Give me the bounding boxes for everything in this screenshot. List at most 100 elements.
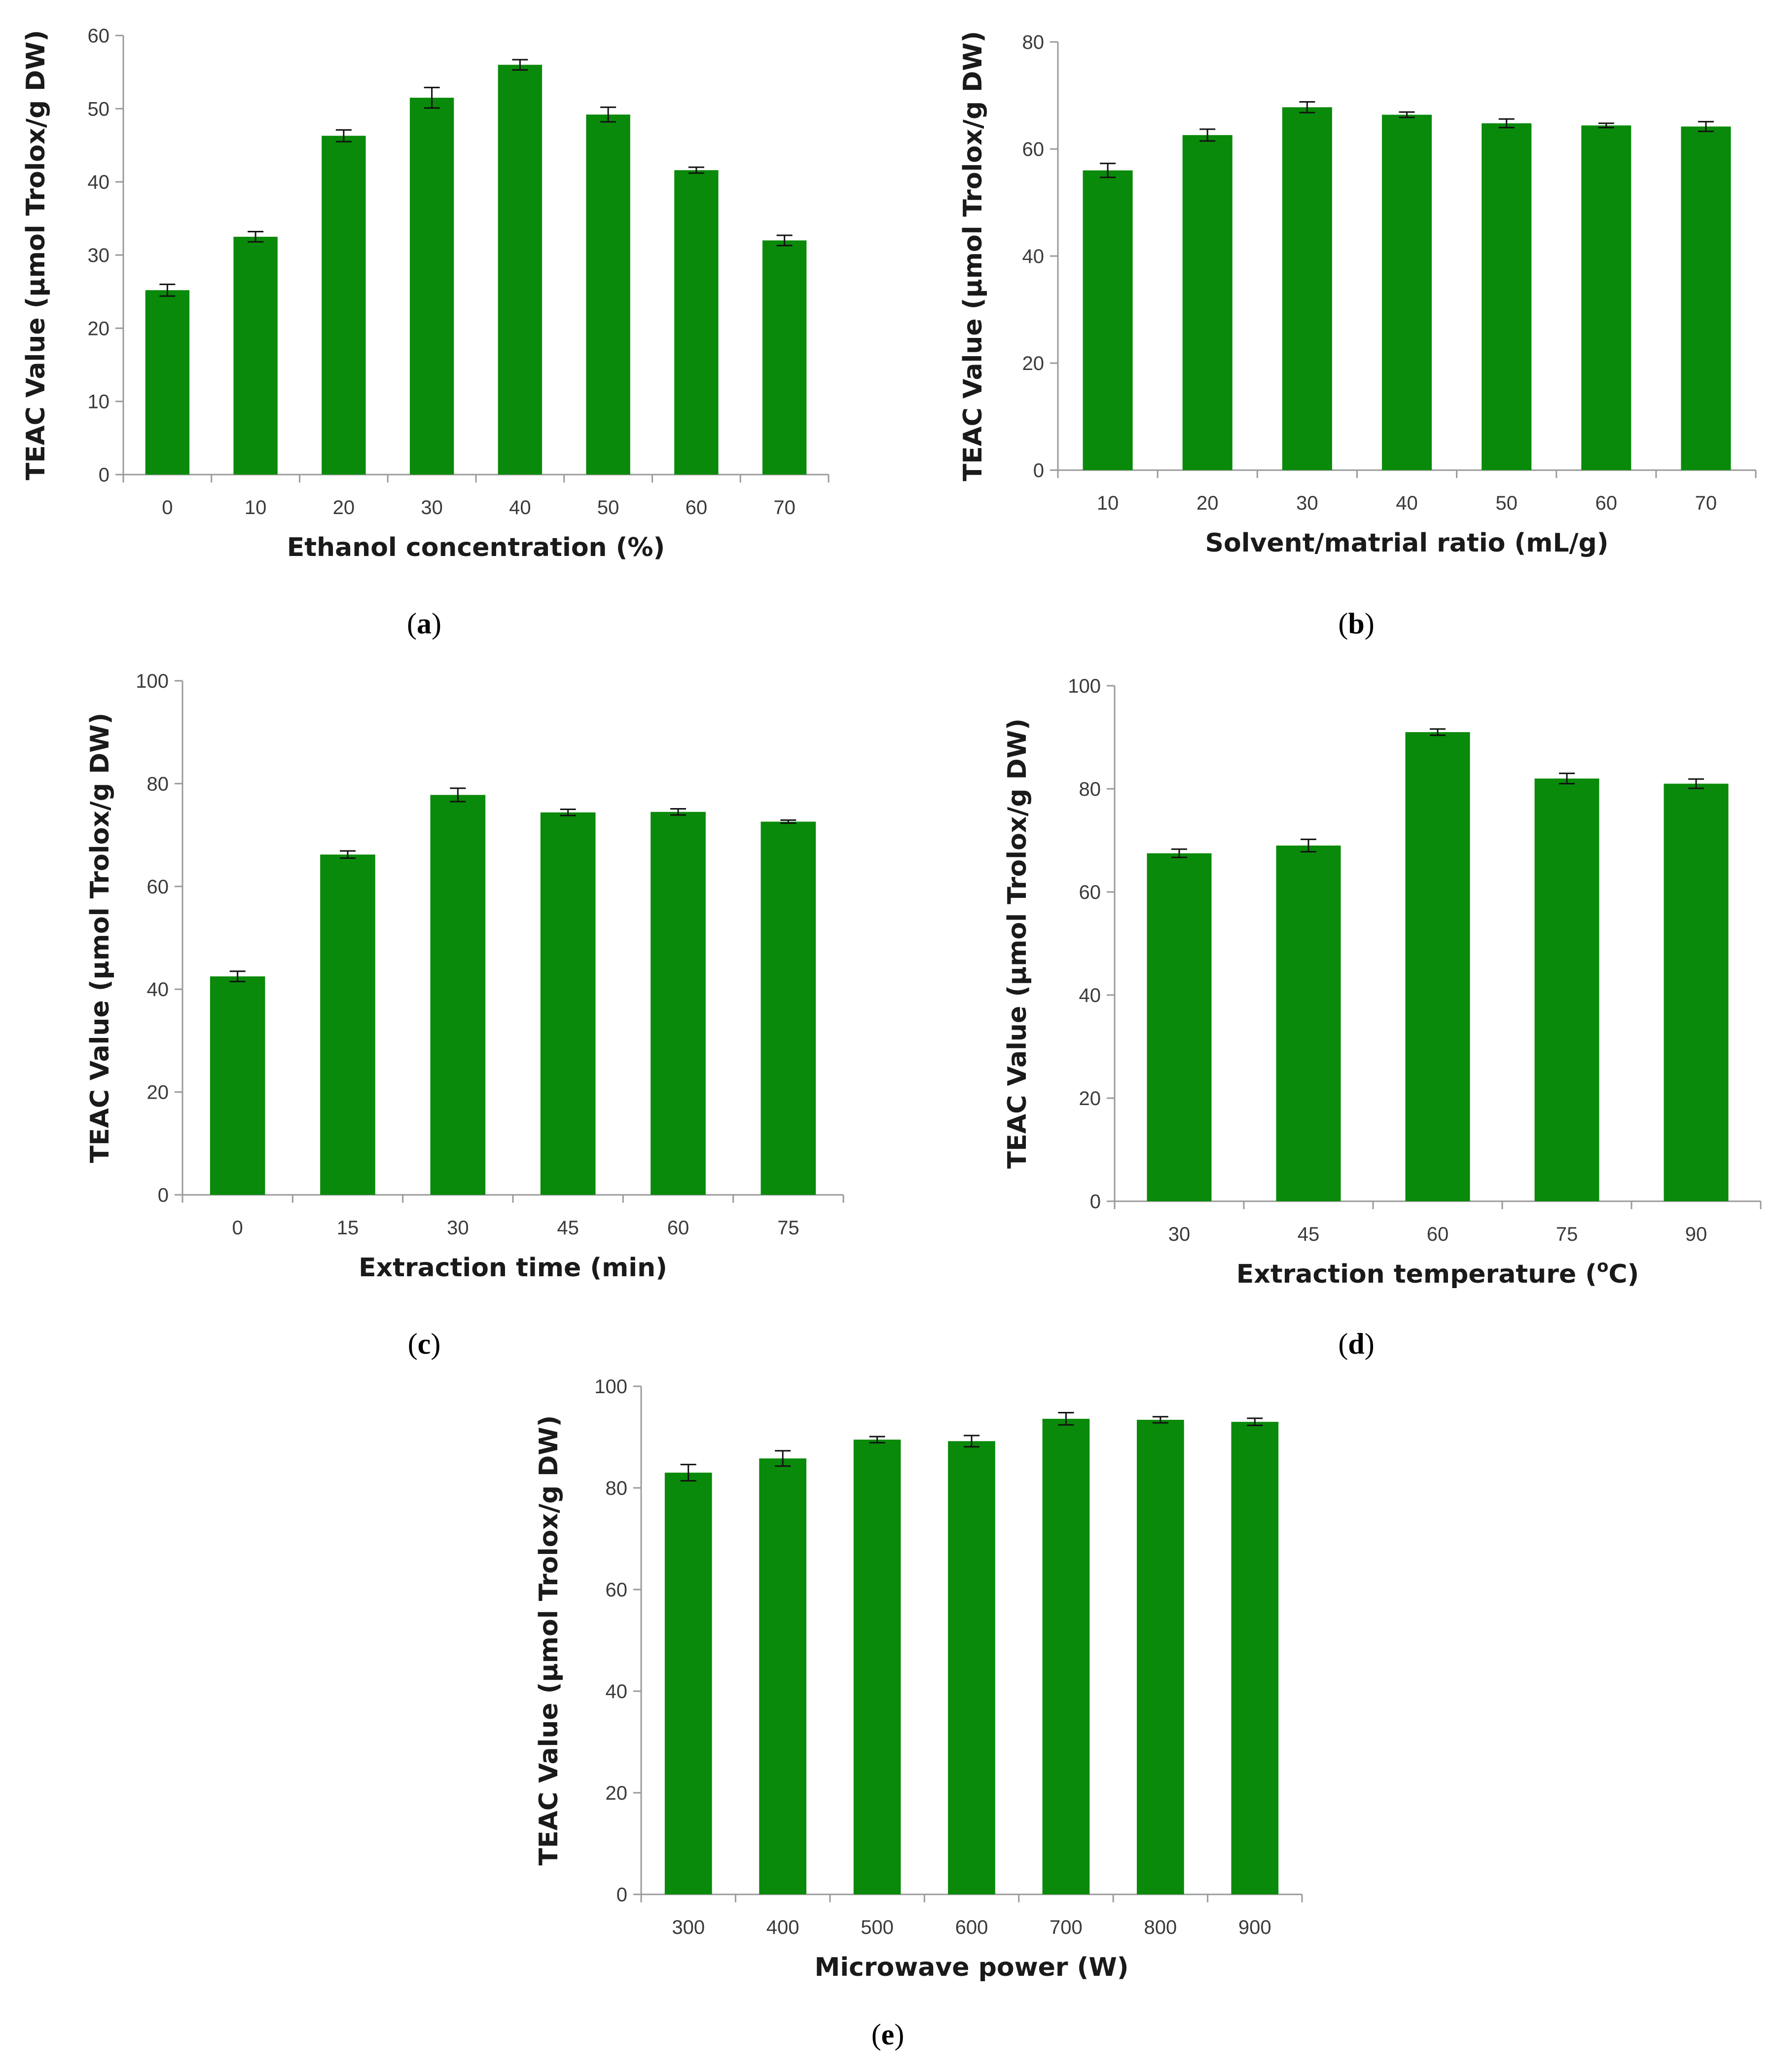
charte-bar — [1042, 1418, 1090, 1894]
chartd-x-axis-title-end: C) — [1608, 1259, 1639, 1289]
chartb-x-axis-title: Solvent/matrial ratio (mL/g) — [1205, 528, 1609, 558]
chartc-y-axis-title: TEAC Value (μmol Trolox/g DW) — [85, 713, 115, 1163]
chartb-x-tick-label: 20 — [1196, 492, 1219, 514]
chartb-bar — [1083, 170, 1133, 470]
charte-bar — [948, 1441, 995, 1894]
panel-label-d: (d) — [1338, 1328, 1375, 1360]
chartb-bar — [1482, 123, 1532, 471]
chartd-y-tick-label: 20 — [1079, 1088, 1101, 1110]
chart-panel-c: 0 20 40 60 80 100 0 15 30 45 60 75 Extraction time (… — [74, 661, 863, 1317]
chartc-x-tick-label: 60 — [667, 1217, 689, 1239]
chartb-bar — [1182, 135, 1232, 470]
charta-bar — [145, 290, 190, 475]
charta-bar — [233, 236, 278, 475]
charta-y-axis-title: TEAC Value (μmol Trolox/g DW) — [21, 30, 51, 481]
charte-x-tick-label: 700 — [1050, 1917, 1083, 1938]
chartb-y-tick-label: 20 — [1022, 353, 1045, 374]
chartc-bar — [651, 812, 706, 1195]
chartc-x-tick-label: 75 — [777, 1217, 799, 1239]
charte-x-tick-label: 600 — [955, 1917, 988, 1938]
chartc-y-tick-label: 0 — [158, 1184, 169, 1206]
charte-bar — [853, 1440, 901, 1894]
chartb-bar — [1381, 114, 1432, 470]
charta-y-tick-label: 10 — [88, 391, 110, 413]
charta-bar — [498, 65, 543, 475]
charta-x-tick-label: 30 — [421, 497, 443, 518]
chartc-x-tick-label: 45 — [557, 1217, 579, 1239]
chartd-y-tick-label: 40 — [1079, 985, 1101, 1006]
charte-bar — [1137, 1419, 1184, 1894]
panel-label-e: (e) — [871, 2018, 905, 2051]
chartc-y-tick-label: 80 — [147, 773, 169, 795]
charte-y-tick-label: 40 — [606, 1681, 628, 1702]
charta-x-axis-title: Ethanol concentration (%) — [287, 533, 665, 562]
chartd-y-tick-label: 60 — [1079, 882, 1101, 903]
charte-x-tick-label: 800 — [1144, 1917, 1177, 1938]
chartb-x-tick-label: 30 — [1296, 492, 1318, 514]
chartd-x-tick-label: 90 — [1685, 1223, 1707, 1245]
chartd-bar — [1147, 853, 1212, 1201]
charta-y-tick-label: 50 — [88, 98, 110, 120]
chartc-y-tick-label: 40 — [147, 979, 169, 1000]
chartd-x-tick-label: 30 — [1168, 1223, 1191, 1245]
chartc-y-tick-label: 100 — [136, 670, 169, 692]
chartb-bar — [1581, 125, 1631, 470]
chartd-bar — [1405, 732, 1470, 1201]
chartb-y-tick-label: 60 — [1022, 139, 1045, 160]
charta-x-tick-label: 60 — [686, 497, 708, 518]
charta-bar — [322, 136, 366, 475]
chartb-x-tick-label: 50 — [1495, 492, 1518, 514]
chartb-bar — [1681, 126, 1731, 470]
chartd-x-tick-label: 45 — [1298, 1223, 1320, 1245]
chartc-x-axis-title: Extraction time (min) — [359, 1253, 667, 1283]
chart-panel-e: 0 20 40 60 80 100 300 400 500 600 700 800 900 Microwa… — [523, 1367, 1312, 2008]
charte-y-tick-label: 60 — [606, 1579, 628, 1601]
charte-x-tick-label: 500 — [861, 1917, 894, 1938]
charte-y-tick-label: 0 — [616, 1884, 627, 1906]
chartd-bar — [1664, 783, 1729, 1201]
chartc-y-tick-label: 60 — [147, 876, 169, 898]
charta-bar — [762, 240, 807, 475]
charta-y-tick-label: 40 — [88, 172, 110, 193]
charta-x-tick-label: 10 — [245, 497, 267, 518]
chartc-bar — [430, 795, 486, 1195]
charte-x-axis-title: Microwave power (W) — [814, 1953, 1128, 1982]
chartd-y-axis-title: TEAC Value (μmol Trolox/g DW) — [1003, 718, 1032, 1169]
charta-bar — [409, 98, 454, 475]
panel-label-c: (c) — [407, 1328, 441, 1360]
chartd-bar — [1534, 778, 1599, 1201]
chartc-x-tick-label: 15 — [337, 1217, 359, 1239]
chartb-y-axis-title: TEAC Value (μmol Trolox/g DW) — [958, 31, 988, 481]
chartb-y-tick-label: 40 — [1022, 246, 1045, 267]
charte-y-tick-label: 20 — [606, 1782, 628, 1804]
chartc-bar — [320, 854, 375, 1195]
chartd-x-axis-title: Extraction temperature (oC) — [1236, 1257, 1639, 1289]
chartb-y-tick-label: 80 — [1022, 32, 1045, 53]
chartc-x-tick-label: 0 — [232, 1217, 243, 1239]
chart-panel-d: 0 20 40 60 80 100 30 45 60 75 90 Extraction tempera… — [991, 666, 1776, 1322]
charta-x-tick-label: 70 — [773, 497, 796, 518]
chartb-x-tick-label: 70 — [1695, 492, 1717, 514]
chartd-x-axis-title-sup: o — [1597, 1257, 1608, 1276]
charte-y-tick-label: 80 — [606, 1478, 628, 1499]
chartc-bar — [761, 821, 816, 1195]
chartd-y-tick-label: 80 — [1079, 778, 1101, 800]
panel-label-b: (b) — [1338, 607, 1375, 640]
charte-bar — [664, 1473, 712, 1894]
chartb-x-tick-label: 40 — [1396, 492, 1418, 514]
chartb-x-tick-label: 60 — [1595, 492, 1618, 514]
chartd-bar — [1276, 845, 1341, 1201]
charta-x-tick-label: 50 — [597, 497, 619, 518]
chartb-x-tick-label: 10 — [1097, 492, 1119, 514]
bar-chart-d: 0 20 40 60 80 100 30 45 60 75 90 Extraction tempera… — [1003, 675, 1762, 1289]
bar-chart-e: 0 20 40 60 80 100 300 400 500 600 700 800 900 Microwa… — [534, 1376, 1303, 1982]
chartc-bar — [210, 976, 265, 1195]
charta-bar — [674, 170, 719, 475]
chart-panel-b: 0 20 40 60 80 10 20 30 40 50 60 70 Solvent/matrial r… — [947, 20, 1776, 577]
charta-y-tick-label: 0 — [99, 464, 109, 486]
charta-x-tick-label: 20 — [333, 497, 355, 518]
charta-x-tick-label: 40 — [509, 497, 531, 518]
charta-y-tick-label: 60 — [88, 25, 110, 47]
chart-panel-a: 0 10 20 30 40 50 60 0 10 20 30 40 50 60 70 Ethanol conc… — [10, 20, 838, 577]
charta-y-tick-label: 20 — [88, 318, 110, 339]
